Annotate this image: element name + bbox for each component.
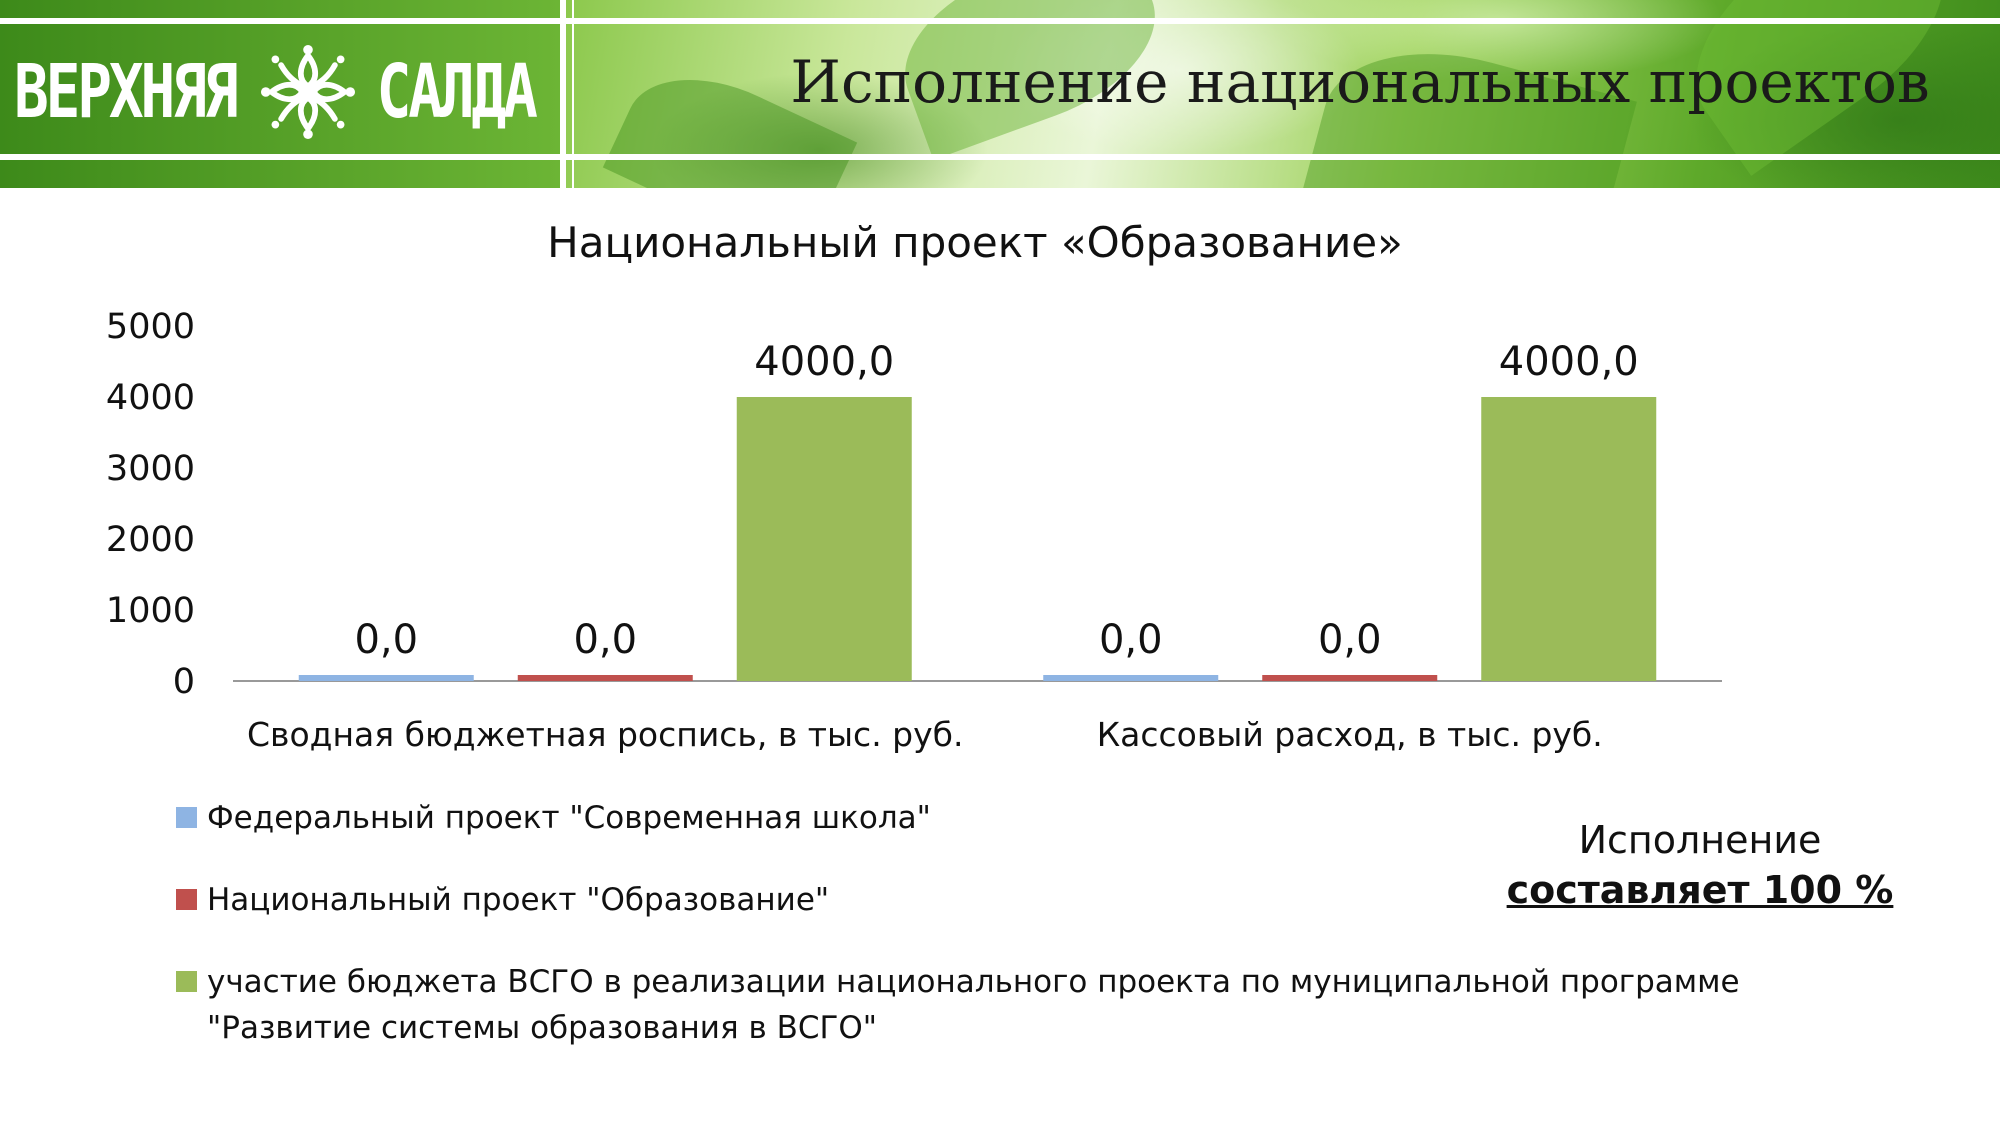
execution-line-2: составляет 100 % [1506, 868, 1894, 912]
y-tick-label: 3000 [106, 449, 195, 489]
legend-swatch-green [176, 971, 197, 992]
data-label: 0,0 [573, 617, 637, 663]
y-tick-label: 2000 [106, 520, 195, 560]
execution-note: Исполнение составляет 100 % [1500, 815, 1900, 915]
y-tick-label: 5000 [106, 307, 195, 347]
logo-word-left: ВЕРХНЯЯ [14, 49, 239, 135]
legend-swatch-red [176, 889, 197, 910]
chart-title: Национальный проект «Образование» [547, 218, 1403, 267]
data-label: 0,0 [354, 617, 418, 663]
legend-label: Национальный проект "Образование" [207, 882, 830, 918]
bar [736, 397, 912, 681]
banner-rule-bottom [0, 154, 2000, 160]
logo-word-right: САЛДА [376, 49, 537, 135]
data-label: 0,0 [1099, 617, 1163, 663]
legend-item-federal: Федеральный проект "Современная школа" [176, 795, 1907, 841]
bar [1481, 397, 1657, 681]
legend-swatch-blue [176, 807, 197, 828]
banner-rule-vertical [560, 0, 566, 188]
legend-label: участие бюджета ВСГО в реализации национ… [207, 964, 1740, 1046]
bar [298, 675, 474, 681]
category-label: Кассовый расход, в тыс. руб. [1097, 715, 1603, 754]
y-tick-label: 4000 [106, 378, 195, 418]
execution-line-1: Исполнение [1578, 818, 1822, 862]
legend-item-national: Национальный проект "Образование" [176, 877, 1907, 923]
legend-label: Федеральный проект "Современная школа" [207, 800, 931, 836]
y-tick-label: 0 [173, 662, 195, 702]
slide-title: Исполнение национальных проектов [790, 48, 1930, 116]
legend-item-municipal: участие бюджета ВСГО в реализации национ… [176, 959, 1907, 1051]
banner-rule-vertical-thin [572, 0, 574, 188]
bar [1043, 675, 1219, 681]
category-label: Сводная бюджетная роспись, в тыс. руб. [247, 715, 964, 754]
data-label: 4000,0 [1499, 339, 1639, 385]
banner-rule-top [0, 18, 2000, 24]
bar [517, 675, 693, 681]
city-logo: ВЕРХНЯЯ САЛДА [14, 42, 538, 142]
header-banner: ВЕРХНЯЯ САЛДА Исполнение национ [0, 0, 2000, 188]
data-label: 4000,0 [754, 339, 894, 385]
data-label: 0,0 [1318, 617, 1382, 663]
y-tick-label: 1000 [106, 591, 195, 631]
snowflake-emblem-icon [260, 44, 355, 140]
bar [1262, 675, 1438, 681]
